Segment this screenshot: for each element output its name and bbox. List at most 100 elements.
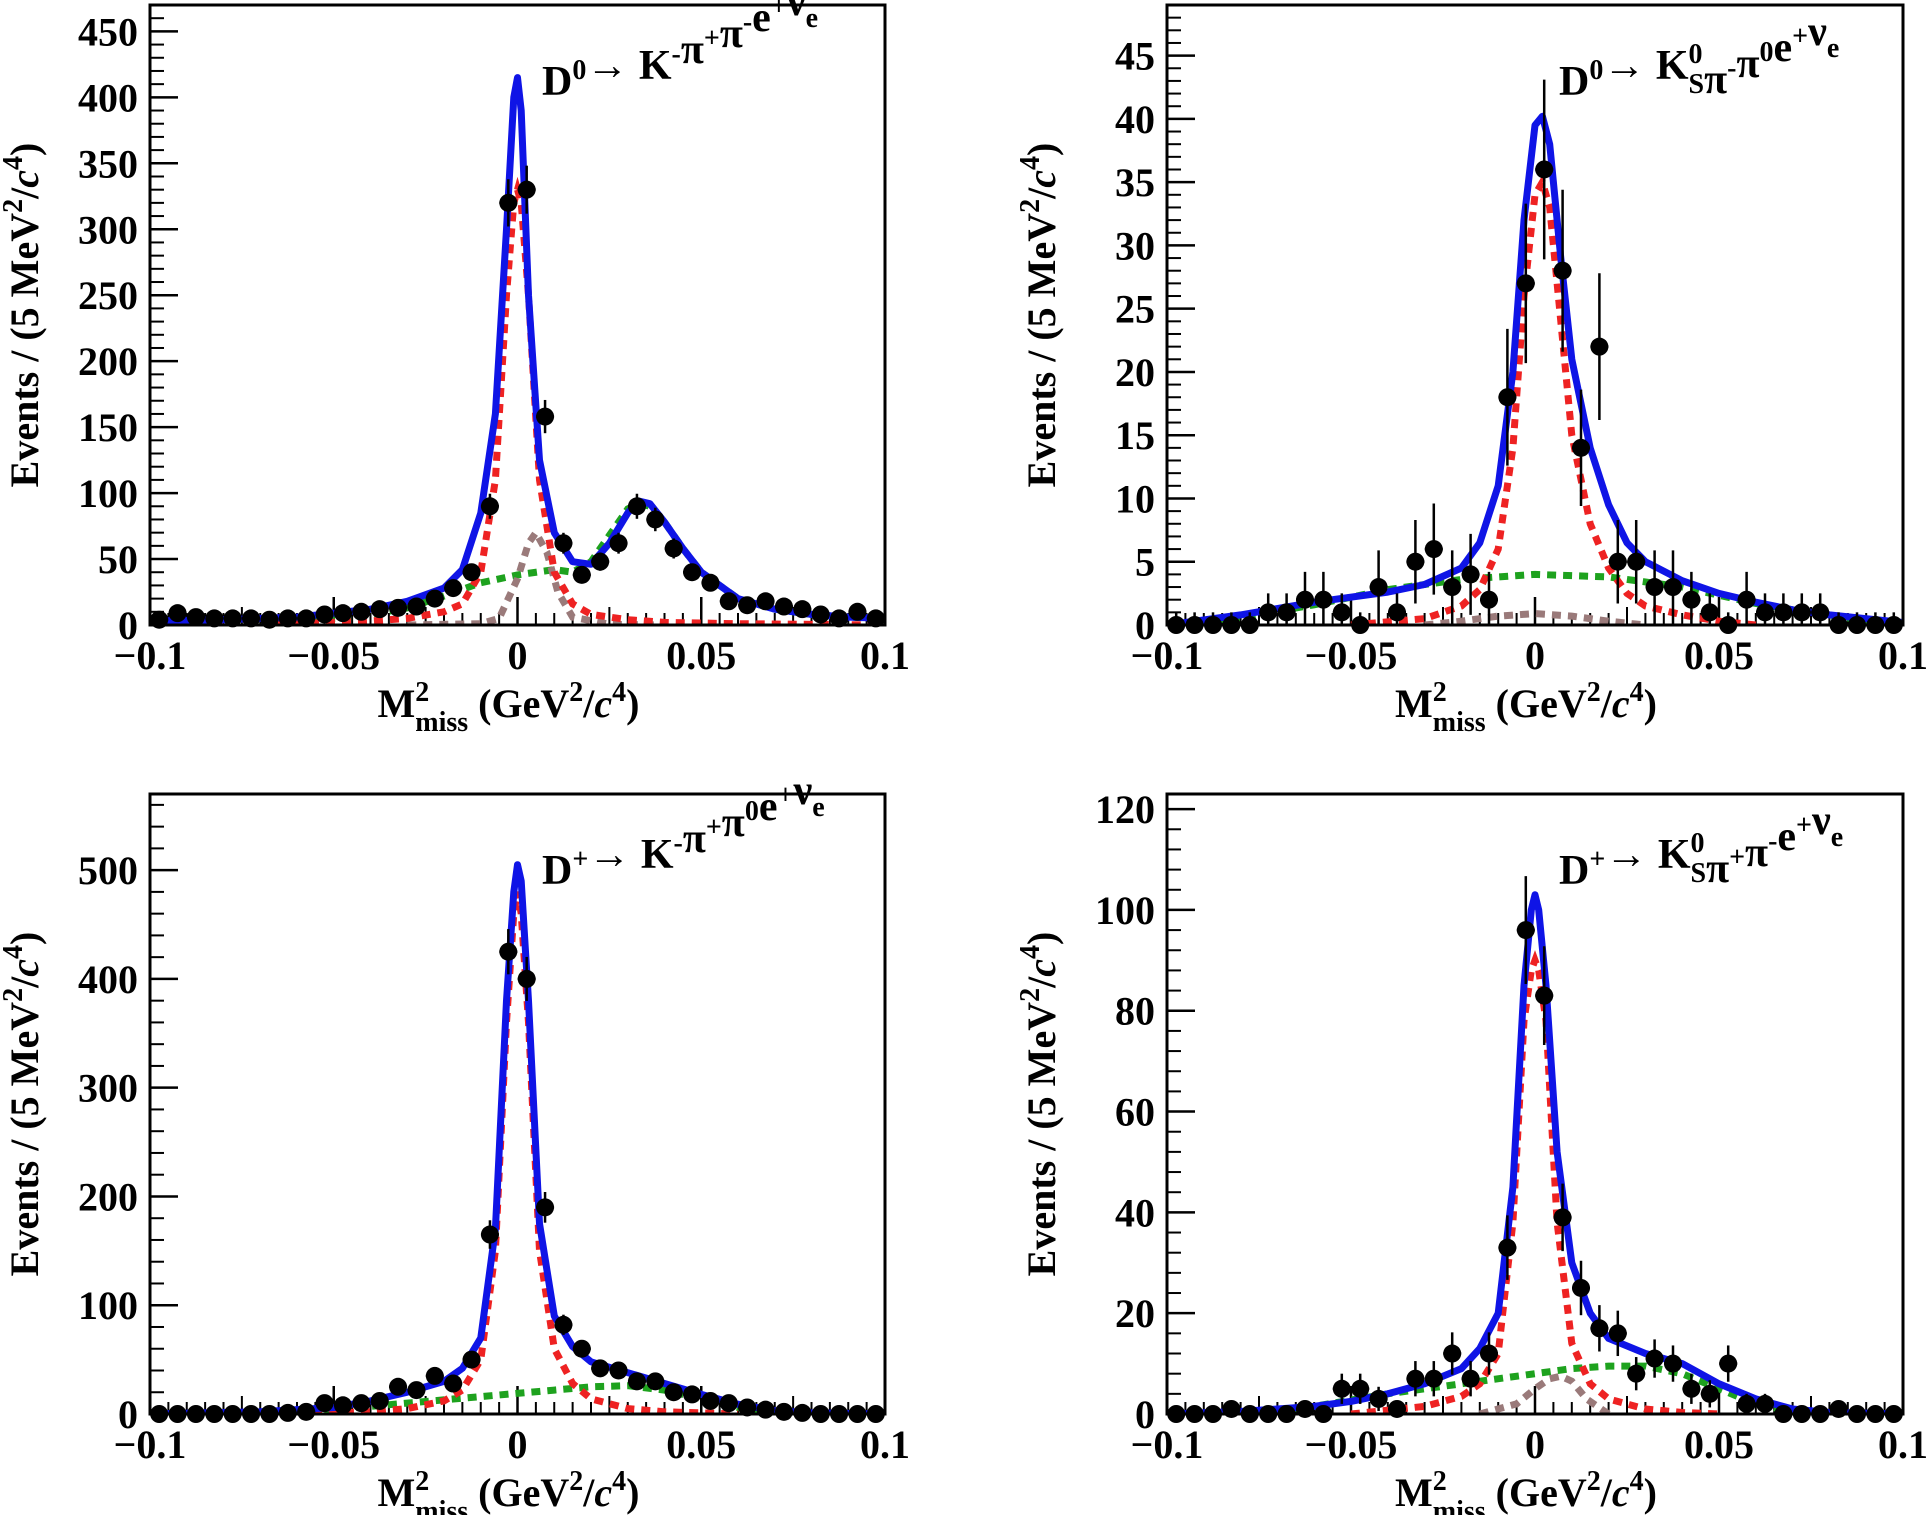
data-point [1443,1332,1462,1375]
data-point [242,609,261,628]
data-point [1498,328,1517,466]
data-point [1627,1357,1646,1391]
y-tick-label: 25 [1115,287,1155,332]
y-tick-label: 80 [1115,989,1155,1034]
data-point [627,1372,646,1391]
peaking-background-curve [407,526,665,625]
data-point [609,532,628,554]
data-point [738,1398,757,1417]
panel-dplus-k-pi-pi0-e-nu: −0.1 −0.05 0 0.05 0.1 0 100 200 300 400 500 D+→ K-π… [0,768,910,1515]
y-tick-label: 400 [78,957,138,1002]
y-tick-label: 120 [1095,787,1155,832]
x-tick-label: −0.05 [287,633,380,678]
total-fit-curve [1167,891,1903,1414]
data-point [536,399,555,434]
data-point [591,552,610,571]
data-point [1682,1373,1701,1404]
data-point [1167,612,1186,634]
data-point [1553,189,1572,352]
x-tick-label: 0.05 [666,1422,736,1467]
data-point [1756,1393,1774,1414]
data-point [1645,1339,1664,1378]
data-point [297,1402,316,1421]
x-tick-label: 0.1 [860,633,910,678]
x-tick-label: −0.05 [287,1422,380,1467]
data-point [1590,1305,1609,1352]
x-axis-title: M2 miss (GeV2/c4) [378,1466,640,1515]
x-tick-label: 0.1 [860,1422,910,1467]
x-tick-label: −0.05 [1305,1422,1398,1467]
data-point [646,507,665,532]
data-point [1369,1386,1388,1411]
data-point [554,1314,573,1335]
data-point [444,579,463,598]
data-point [1516,876,1535,985]
y-tick-label: 0 [1135,1392,1155,1437]
decay-label: D+→ K-π+π0e+νe [542,768,825,894]
data-point [1443,550,1462,624]
signal-curve [296,891,739,1414]
data-point [738,596,757,615]
y-tick-label: 60 [1115,1090,1155,1135]
y-axis-title: Events / (5 MeV2/c4) [1015,932,1064,1277]
data-point [830,609,849,628]
data-point [756,592,775,611]
x-tick-label: 0.05 [1684,633,1754,678]
y-tick-label: 250 [78,273,138,318]
data-point [1480,571,1498,625]
y-tick-label: 200 [78,339,138,384]
x-tick-label: −0.1 [114,1422,187,1467]
data-point [444,1374,463,1393]
y-tick-label: 0 [118,1392,138,1437]
data-point [352,1394,371,1413]
data-point [1664,1345,1682,1382]
x-tick-label: 0 [508,1422,528,1467]
data-point [1608,519,1627,604]
data-point [1296,571,1314,625]
data-point [1572,1260,1590,1316]
data-point [572,565,591,584]
data-point [517,956,536,1001]
data-point [1572,389,1590,507]
x-axis-title: M2 miss (GeV2/c4) [378,677,640,738]
y-tick-label: 5 [1135,540,1155,585]
data-point [1700,593,1719,625]
x-axis-title: M2 miss (GeV2/c4) [1395,677,1657,738]
decay-label: D+→ K0 Sπ+π-e+νe [1559,798,1843,894]
data-point [1756,593,1774,625]
data-point [1608,1310,1627,1357]
y-tick-label: 0 [1135,603,1155,648]
data-point [1535,946,1554,1046]
panel-d0-ks-pi-pi0-e-nu: −0.1 −0.05 0 0.05 0.1 0 5 10 15 20 25 30 35 40 45 D0→ K… [1015,3,1926,738]
data-point [1535,79,1554,260]
data-point [627,493,646,519]
peaking-background-curve [1424,610,1646,625]
data-point [297,609,316,628]
y-tick-label: 40 [1115,97,1155,142]
data-point [1498,1215,1517,1280]
x-tick-label: −0.1 [1131,1422,1204,1467]
data-point [1682,571,1701,625]
data-point [793,600,812,619]
data-point [389,1377,408,1396]
y-tick-label: 50 [98,537,138,582]
data-point [701,573,720,592]
y-tick-label: 300 [78,207,138,252]
data-point [1719,1345,1738,1382]
data-point [646,1372,665,1391]
y-tick-label: 45 [1115,34,1155,79]
y-tick-label: 0 [118,603,138,648]
y-tick-label: 20 [1115,1291,1155,1336]
data-point [774,597,793,616]
data-point [1369,550,1388,624]
total-fit-curve [150,861,885,1414]
y-axis-title: Events / (5 MeV2/c4) [0,143,47,488]
data-point [1774,593,1793,625]
data-point [1737,1393,1756,1414]
data-point [664,1383,683,1402]
data-point [774,1402,793,1421]
x-tick-label: 0.1 [1878,633,1926,678]
data-point [1314,571,1333,625]
data-point [756,1400,775,1419]
